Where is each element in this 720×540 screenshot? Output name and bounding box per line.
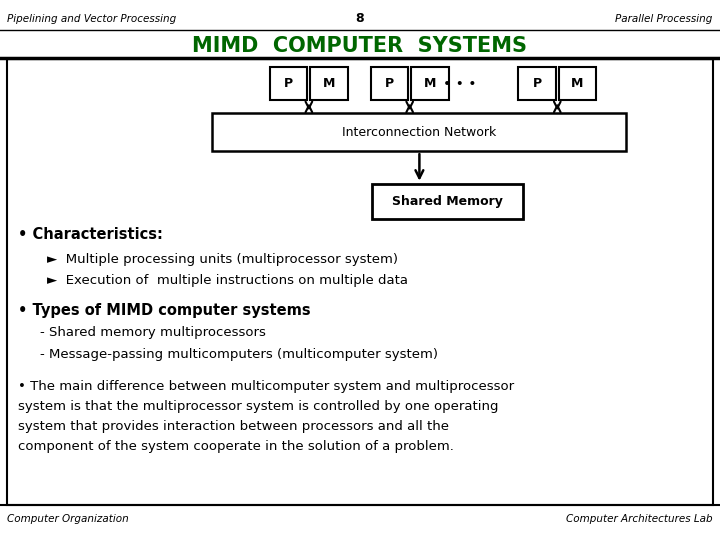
Text: - Shared memory multiprocessors: - Shared memory multiprocessors: [40, 326, 266, 339]
Text: Interconnection Network: Interconnection Network: [342, 126, 497, 139]
Text: P: P: [385, 77, 394, 90]
Text: system is that the multiprocessor system is controlled by one operating: system is that the multiprocessor system…: [18, 400, 498, 413]
Text: Parallel Processing: Parallel Processing: [616, 14, 713, 24]
Bar: [7, 59, 713, 505]
Text: M: M: [571, 77, 584, 90]
Bar: [310, 67, 348, 100]
Text: ►  Multiple processing units (multiprocessor system): ► Multiple processing units (multiproces…: [47, 253, 397, 266]
Text: Computer Organization: Computer Organization: [7, 515, 129, 524]
Bar: [212, 113, 626, 151]
Text: Pipelining and Vector Processing: Pipelining and Vector Processing: [7, 14, 176, 24]
Text: • Characteristics:: • Characteristics:: [18, 227, 163, 242]
Text: MIMD  COMPUTER  SYSTEMS: MIMD COMPUTER SYSTEMS: [192, 36, 528, 56]
Text: system that provides interaction between processors and all the: system that provides interaction between…: [18, 420, 449, 433]
Text: - Message-passing multicomputers (multicomputer system): - Message-passing multicomputers (multic…: [40, 348, 438, 361]
Text: M: M: [323, 77, 336, 90]
Bar: [411, 67, 449, 100]
Bar: [559, 67, 596, 100]
Text: • • •: • • •: [443, 77, 476, 91]
Text: P: P: [533, 77, 541, 90]
Text: • Types of MIMD computer systems: • Types of MIMD computer systems: [18, 303, 310, 318]
Text: • The main difference between multicomputer system and multiprocessor: • The main difference between multicompu…: [18, 380, 514, 393]
Text: 8: 8: [356, 12, 364, 25]
Text: M: M: [423, 77, 436, 90]
Bar: [371, 67, 408, 100]
Text: component of the system cooperate in the solution of a problem.: component of the system cooperate in the…: [18, 440, 454, 453]
Bar: [372, 184, 523, 219]
Text: ►  Execution of  multiple instructions on multiple data: ► Execution of multiple instructions on …: [47, 274, 408, 287]
Text: P: P: [284, 77, 293, 90]
Bar: [518, 67, 556, 100]
Text: Computer Architectures Lab: Computer Architectures Lab: [566, 515, 713, 524]
Bar: [270, 67, 307, 100]
Text: Shared Memory: Shared Memory: [392, 194, 503, 208]
